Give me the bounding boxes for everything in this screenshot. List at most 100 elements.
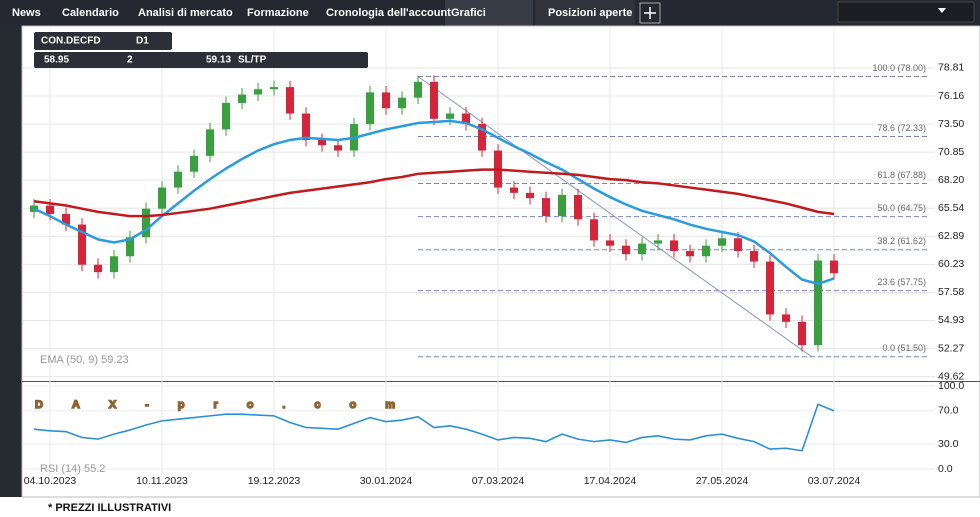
plot: 78.81 76.16 73.50 70.85 68.20 65.54 62.89 60.23… — [22, 28, 964, 487]
fib-label: 50.0 (64.75) — [877, 203, 926, 213]
trendline — [417, 76, 812, 358]
y-tick-label: 62.89 — [938, 230, 964, 242]
candle-body — [222, 102, 230, 130]
nav-tab[interactable]: Posizioni aperte — [548, 7, 632, 19]
candle-body — [382, 92, 390, 109]
fib-label: 100.0 (78.00) — [872, 63, 926, 73]
fib-label: 61.8 (67.88) — [877, 170, 926, 180]
candle-body — [334, 145, 342, 151]
candle-body — [766, 261, 774, 315]
sltp-button[interactable]: SL/TP — [238, 55, 267, 66]
nav-tab[interactable]: Analisi di mercato — [138, 7, 233, 19]
y-tick-label: 76.16 — [938, 90, 964, 102]
footer-note: * PREZZI ILLUSTRATIVI — [48, 502, 171, 514]
y-tick-label: 60.23 — [938, 258, 964, 270]
y-tick-label: 68.20 — [938, 174, 964, 186]
y-tick-label: 52.27 — [938, 342, 964, 354]
nav-tab[interactable]: Formazione — [247, 7, 309, 19]
y-tick-label: 57.58 — [938, 286, 964, 298]
candle-body — [558, 194, 566, 217]
moving-average — [33, 168, 835, 218]
ask-price[interactable]: 59.13 — [206, 55, 231, 66]
candle-body — [30, 205, 38, 212]
candle-body — [126, 237, 134, 257]
x-tick-label: 10.11.2023 — [136, 475, 188, 487]
y-tick-label: 78.81 — [938, 62, 964, 74]
candle-body — [686, 250, 694, 257]
candle-body — [238, 94, 246, 103]
x-tick-label: 17.04.2024 — [584, 475, 637, 487]
candle-body — [814, 260, 822, 346]
bid-price[interactable]: 58.95 — [44, 55, 69, 66]
candle-body — [622, 245, 630, 255]
y-tick-label: 73.50 — [938, 118, 964, 130]
y-tick-label: 100.0 — [938, 380, 964, 392]
add-tab[interactable] — [639, 2, 661, 24]
candle-body — [254, 89, 262, 95]
candle-body — [510, 187, 518, 193]
tab-bg — [535, 0, 635, 26]
x-tick-label: 27.05.2024 — [696, 475, 749, 487]
candle-body — [46, 205, 54, 214]
candle-body — [702, 245, 710, 257]
candle-body — [590, 219, 598, 241]
y-tick-label: 54.93 — [938, 314, 964, 326]
candle-body — [606, 240, 614, 246]
candle-body — [398, 97, 406, 109]
rsi-line — [33, 403, 835, 452]
candle-body — [158, 187, 166, 209]
trade-bar — [34, 52, 368, 68]
y-tick-label: 70.85 — [938, 146, 964, 158]
indicator-label: RSI (14) 55.2 — [40, 463, 105, 475]
candle-body — [318, 139, 326, 146]
y-tick-label: 0.0 — [938, 463, 953, 475]
nav-tab[interactable]: Grafici — [451, 7, 486, 19]
x-tick-label: 03.07.2024 — [808, 475, 861, 487]
dropdown-icon — [938, 8, 946, 13]
active-tab-bg — [445, 0, 533, 26]
sidebar — [0, 26, 22, 497]
candle-body — [478, 124, 486, 151]
candle-body — [750, 250, 758, 262]
y-tick-label: 49.62 — [938, 370, 964, 382]
x-tick-label: 30.01.2024 — [360, 475, 413, 487]
indicator-label: EMA (50, 9) 59.23 — [40, 354, 129, 366]
candle-body — [718, 238, 726, 246]
symbol-box[interactable] — [34, 32, 172, 50]
candle-body — [734, 238, 742, 251]
candle-body — [110, 256, 118, 273]
fib-label: 23.6 (57.75) — [877, 277, 926, 287]
nav-tab[interactable]: Cronologia dell'account — [326, 7, 451, 19]
candle-body — [446, 113, 454, 119]
y-tick-label: 30.0 — [938, 438, 959, 450]
candle-body — [542, 198, 550, 217]
candle-body — [302, 113, 310, 140]
account-box[interactable] — [837, 1, 975, 23]
candle-body — [366, 92, 374, 125]
fib-label: 38.2 (61.62) — [877, 236, 926, 246]
instrument: CFD — [80, 36, 101, 47]
x-tick-label: 19.12.2023 — [248, 475, 301, 487]
moving-average — [33, 119, 835, 286]
candle-body — [670, 240, 678, 251]
x-tick-label: 07.03.2024 — [472, 475, 525, 487]
candle-body — [654, 240, 662, 244]
candle-body — [574, 194, 582, 220]
nav-tab[interactable]: Calendario — [62, 7, 119, 19]
candle-body — [462, 113, 470, 125]
fib-label: 78.6 (72.33) — [877, 123, 926, 133]
x-tick-label: 04.10.2023 — [24, 475, 77, 487]
timeframe[interactable]: D1 — [136, 36, 149, 47]
candle-body — [190, 155, 198, 172]
symbol: CON.DE — [41, 36, 80, 47]
y-tick-label: 70.0 — [938, 405, 959, 417]
candle-body — [142, 208, 150, 238]
fib-label: 0.0 (51.50) — [882, 343, 926, 353]
nav-tab[interactable]: News — [12, 7, 41, 19]
candle-body — [430, 81, 438, 119]
candle-body — [526, 192, 534, 199]
candle-body — [206, 129, 214, 156]
quantity[interactable]: 2 — [127, 55, 133, 66]
candle-body — [62, 213, 70, 225]
